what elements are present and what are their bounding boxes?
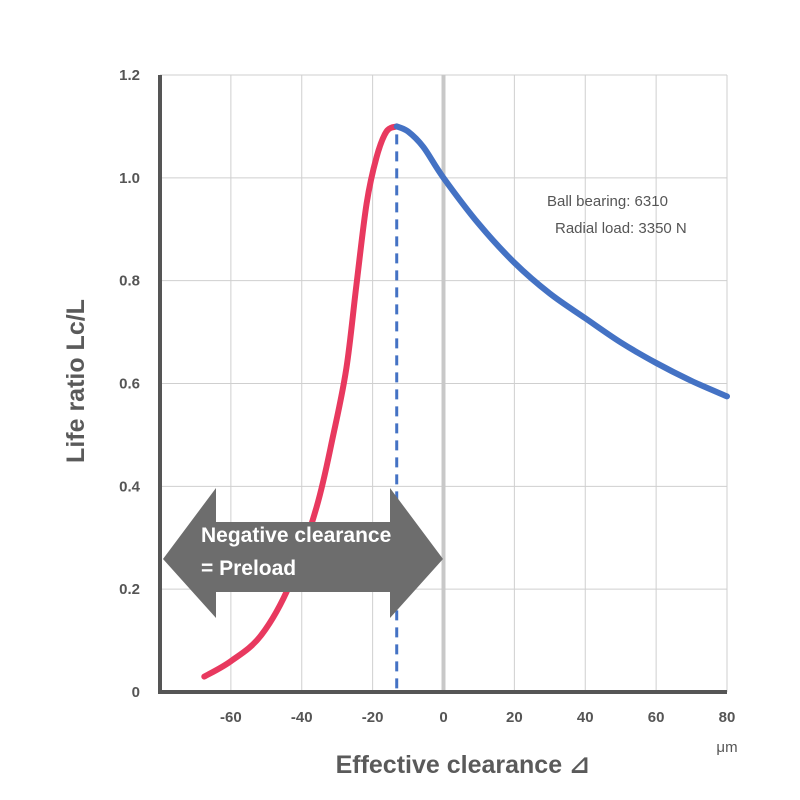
y-tick-label: 1.0 bbox=[119, 170, 140, 187]
x-tick-label: 60 bbox=[648, 709, 665, 726]
tick-labels: 0 0.2 0.4 0.6 0.8 1.0 1.2 -60 -40 -20 0 20 40 60 80 bbox=[119, 67, 735, 726]
y-tick-label: 0.4 bbox=[119, 478, 141, 495]
annotation-load: Radial load: 3350 N bbox=[555, 220, 687, 237]
y-tick-label: 0.2 bbox=[119, 581, 140, 598]
x-tick-label: 0 bbox=[439, 709, 447, 726]
x-tick-label: -20 bbox=[362, 709, 384, 726]
y-tick-label: 0 bbox=[132, 684, 140, 701]
arrow-label-line2: = Preload bbox=[201, 557, 296, 580]
y-tick-label: 1.2 bbox=[119, 67, 140, 84]
double-arrow-shape bbox=[163, 488, 443, 618]
y-tick-label: 0.6 bbox=[119, 376, 140, 393]
arrow-label-line1: Negative clearance bbox=[201, 524, 391, 547]
series-line-0 bbox=[201, 123, 400, 680]
preload-arrow: Negative clearance = Preload bbox=[163, 488, 443, 618]
x-axis-unit: μm bbox=[716, 739, 737, 756]
annotation-bearing: Ball bearing: 6310 bbox=[547, 193, 668, 210]
grid bbox=[158, 74, 728, 694]
x-tick-label: -60 bbox=[220, 709, 242, 726]
y-tick-label: 0.8 bbox=[119, 273, 140, 290]
x-tick-label: -40 bbox=[291, 709, 313, 726]
x-tick-label: 20 bbox=[506, 709, 523, 726]
y-axis-label: Life ratio Lc/L bbox=[62, 299, 90, 463]
series-line-1 bbox=[393, 123, 730, 400]
x-axis-label: Effective clearance ⊿ bbox=[336, 751, 590, 779]
curves bbox=[201, 123, 730, 692]
x-tick-label: 80 bbox=[719, 709, 736, 726]
x-tick-label: 40 bbox=[577, 709, 594, 726]
